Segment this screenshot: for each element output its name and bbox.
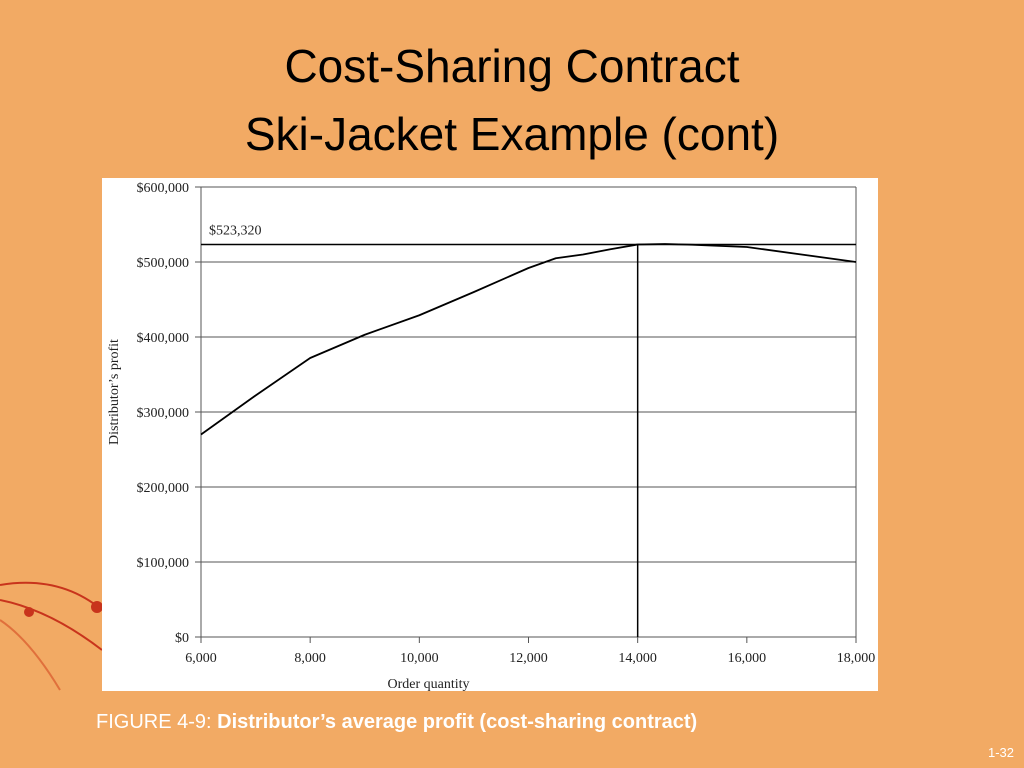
swirl [0,599,103,651]
x-axis-label: Order quantity [387,677,469,692]
x-tick-label: 6,000 [185,651,217,666]
y-tick-label: $300,000 [137,406,190,421]
y-tick-label: $200,000 [137,481,190,496]
title-line: Ski-Jacket Example (cont) [245,108,779,160]
y-tick-label: $500,000 [137,256,190,271]
annotation-label: $523,320 [209,224,262,239]
x-tick-label: 14,000 [618,651,657,666]
y-tick-label: $100,000 [137,556,190,571]
x-tick-label: 18,000 [837,651,876,666]
chart-area [102,178,878,691]
dot [91,601,103,613]
swirl [0,619,61,691]
dot [24,607,34,617]
caption: FIGURE 4-9: Distributor’s average profit… [96,711,697,733]
y-tick-label: $600,000 [137,181,190,196]
chart: $0 $100,000 $200,000 $300,000 $400,000 $500,0… [107,181,875,692]
x-tick-label: 8,000 [294,651,326,666]
x-tick-label: 12,000 [509,651,548,666]
page-number: 1-32 [988,745,1014,760]
y-axis-label: Distributor’s profit [107,339,122,445]
y-tick-label: $0 [175,631,189,646]
x-tick-label: 10,000 [400,651,439,666]
line [200,243,857,436]
x-tick-label: 16,000 [728,651,767,666]
y-tick-label: $400,000 [137,331,190,346]
title-line: Cost-Sharing Contract [284,40,739,92]
caption-text: Distributor’s average profit (cost-shari… [217,711,697,733]
caption-label: FIGURE 4-9: [96,711,212,733]
